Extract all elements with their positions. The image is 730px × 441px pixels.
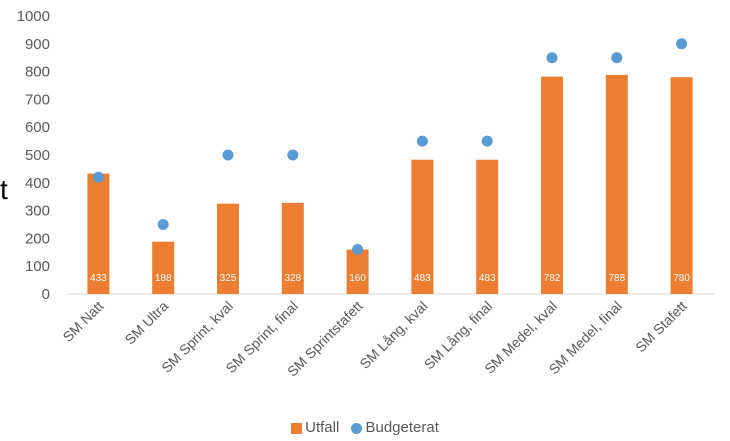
bar-data-label: 788 xyxy=(608,273,625,284)
legend-item-marker: Budgeterat xyxy=(351,419,439,437)
legend-item-bar: Utfall xyxy=(291,419,339,437)
legend-label-bar: Utfall xyxy=(305,419,340,436)
y-tick-label: 1000 xyxy=(17,8,50,25)
budget-marker xyxy=(676,38,688,50)
y-tick-label: 100 xyxy=(25,258,50,275)
bar-data-label: 433 xyxy=(90,273,107,284)
bar-data-label: 160 xyxy=(349,273,366,284)
bar xyxy=(281,202,304,294)
budget-marker xyxy=(611,52,623,64)
legend: Utfall Budgeterat xyxy=(0,419,730,439)
bar-series xyxy=(87,74,693,294)
stray-text: t xyxy=(0,174,8,205)
bar-data-label: 483 xyxy=(414,273,431,284)
budget-marker xyxy=(92,171,104,183)
legend-label-marker: Budgeterat xyxy=(365,419,439,436)
bar xyxy=(541,76,563,294)
budget-marker xyxy=(416,135,428,147)
bar-data-label: 780 xyxy=(673,273,690,284)
bar-data-label: 782 xyxy=(544,273,561,284)
bar-data-label: 188 xyxy=(155,273,172,284)
bar xyxy=(217,203,239,294)
budget-marker xyxy=(352,244,364,256)
bar xyxy=(152,241,175,294)
budget-marker xyxy=(157,219,169,230)
legend-swatch-bar xyxy=(291,422,303,434)
bar xyxy=(87,173,110,294)
y-tick-label: 0 xyxy=(42,286,50,303)
marker-series xyxy=(92,38,688,256)
y-tick-label: 500 xyxy=(25,147,50,164)
bar xyxy=(411,159,434,294)
y-tick-label: 300 xyxy=(25,203,50,220)
bar-data-label: 328 xyxy=(284,273,301,284)
y-tick-label: 800 xyxy=(25,64,50,81)
x-tick-label: SM Natt xyxy=(59,298,106,345)
budget-marker xyxy=(481,135,493,147)
x-tick-label: SM Lång, kval xyxy=(356,298,430,372)
bar xyxy=(605,74,628,294)
budget-marker xyxy=(546,52,558,64)
bar xyxy=(670,77,693,294)
bar xyxy=(476,159,499,294)
bar-data-label: 483 xyxy=(479,273,496,284)
bar xyxy=(346,249,369,294)
x-tick-label: SM Ultra xyxy=(122,298,172,348)
legend-swatch-marker xyxy=(351,422,363,434)
bar-data-label: 325 xyxy=(220,273,237,284)
y-tick-label: 700 xyxy=(25,91,50,108)
data-labels: 433 188 325 328 160 483 483 782 788 780 xyxy=(90,273,690,284)
y-tick-label: 400 xyxy=(25,175,50,192)
budget-marker xyxy=(222,149,234,161)
x-tick-label: SM Stafett xyxy=(632,298,690,356)
y-tick-label: 600 xyxy=(25,119,50,136)
y-tick-label: 200 xyxy=(25,230,50,247)
y-tick-label: 900 xyxy=(25,36,50,53)
budget-marker xyxy=(287,149,299,161)
y-axis-ticks: 0 100 200 300 400 500 600 700 800 900 1000 xyxy=(17,8,50,303)
